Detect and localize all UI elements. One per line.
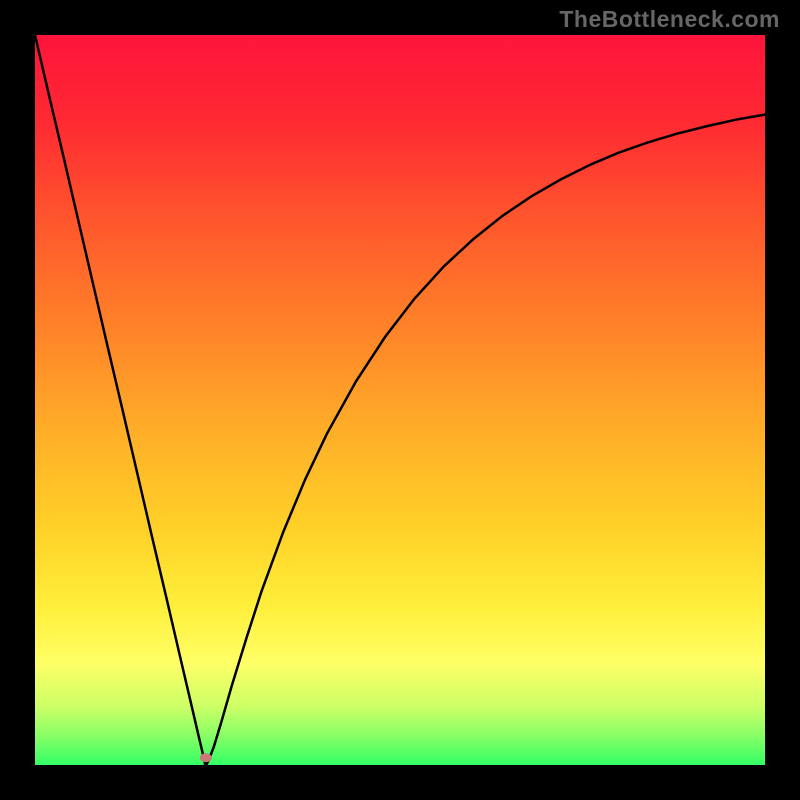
minimum-marker <box>200 753 212 762</box>
chart-stage: TheBottleneck.com <box>0 0 800 800</box>
watermark-text: TheBottleneck.com <box>559 6 780 33</box>
plot-area <box>35 35 765 765</box>
gradient-background <box>35 35 765 765</box>
